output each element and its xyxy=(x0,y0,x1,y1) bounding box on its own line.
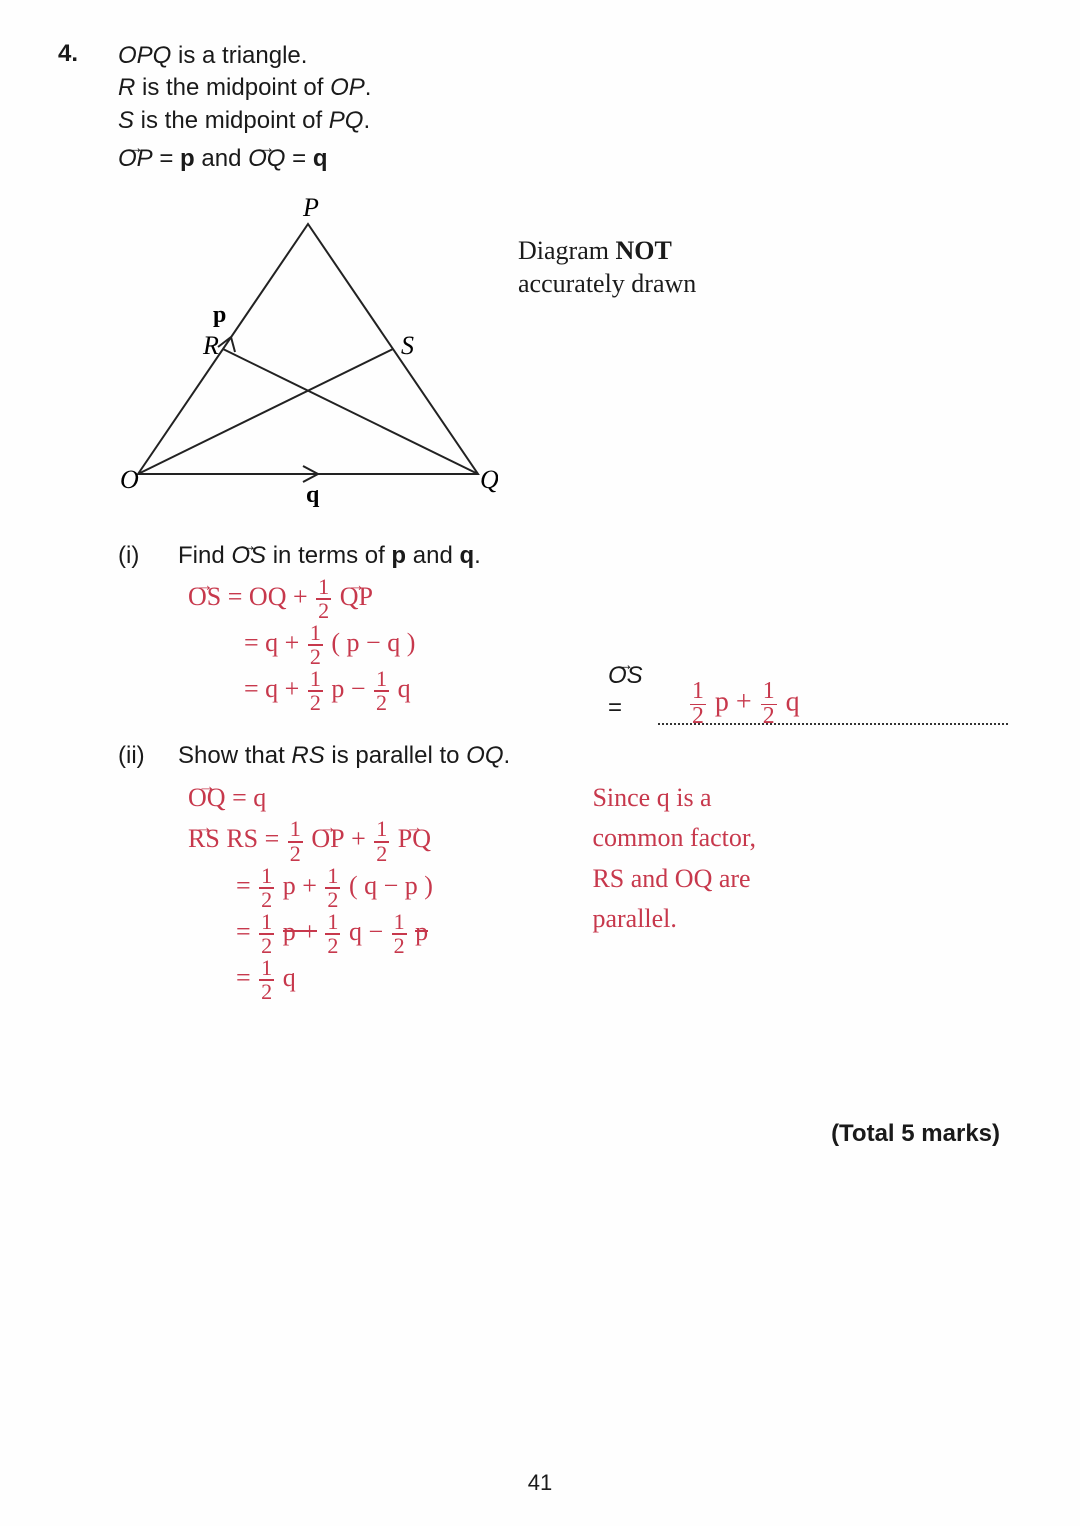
work-ii: →OQ OQ = q= q →RS RS = 12 →OP +OP + 12 →… xyxy=(188,778,568,1003)
part-i: (i) Find →OS in terms of p and q. xyxy=(118,542,1008,570)
question-stem: OPQ is a triangle. R is the midpoint of … xyxy=(118,40,1008,176)
diagram: P R S O Q p q Diagram NOT accurately dra… xyxy=(118,194,1008,524)
part-i-label: (i) xyxy=(118,542,178,570)
page-number: 41 xyxy=(0,1470,1080,1496)
vector-OQ: →OQ xyxy=(248,143,285,175)
part-ii: (ii) Show that RS is parallel to OQ. xyxy=(118,742,1008,770)
stem-opq: OPQ xyxy=(118,42,171,69)
explanation-ii: Since q is a common factor, RS and OQ ar… xyxy=(592,778,952,939)
vector-OP: →OP xyxy=(118,143,153,175)
label-O: O xyxy=(120,465,139,494)
label-P: P xyxy=(302,194,319,222)
label-R: R xyxy=(202,331,219,360)
vector-OS: →OS xyxy=(231,542,266,570)
part-ii-label: (ii) xyxy=(118,742,178,770)
label-Q: Q xyxy=(480,465,498,494)
answer-line-i: →OS = 12 p + 12 q xyxy=(608,660,1008,725)
question-number: 4. xyxy=(58,40,78,68)
diagram-note: Diagram NOT accurately drawn xyxy=(518,234,696,302)
label-q: q xyxy=(306,482,320,508)
answer-i-written: 12 p + 12 q xyxy=(688,680,800,729)
triangle-svg: P R S O Q p q xyxy=(118,194,498,514)
label-S: S xyxy=(401,331,414,360)
total-marks: (Total 5 marks) xyxy=(831,1120,1000,1148)
label-p: p xyxy=(213,302,226,328)
